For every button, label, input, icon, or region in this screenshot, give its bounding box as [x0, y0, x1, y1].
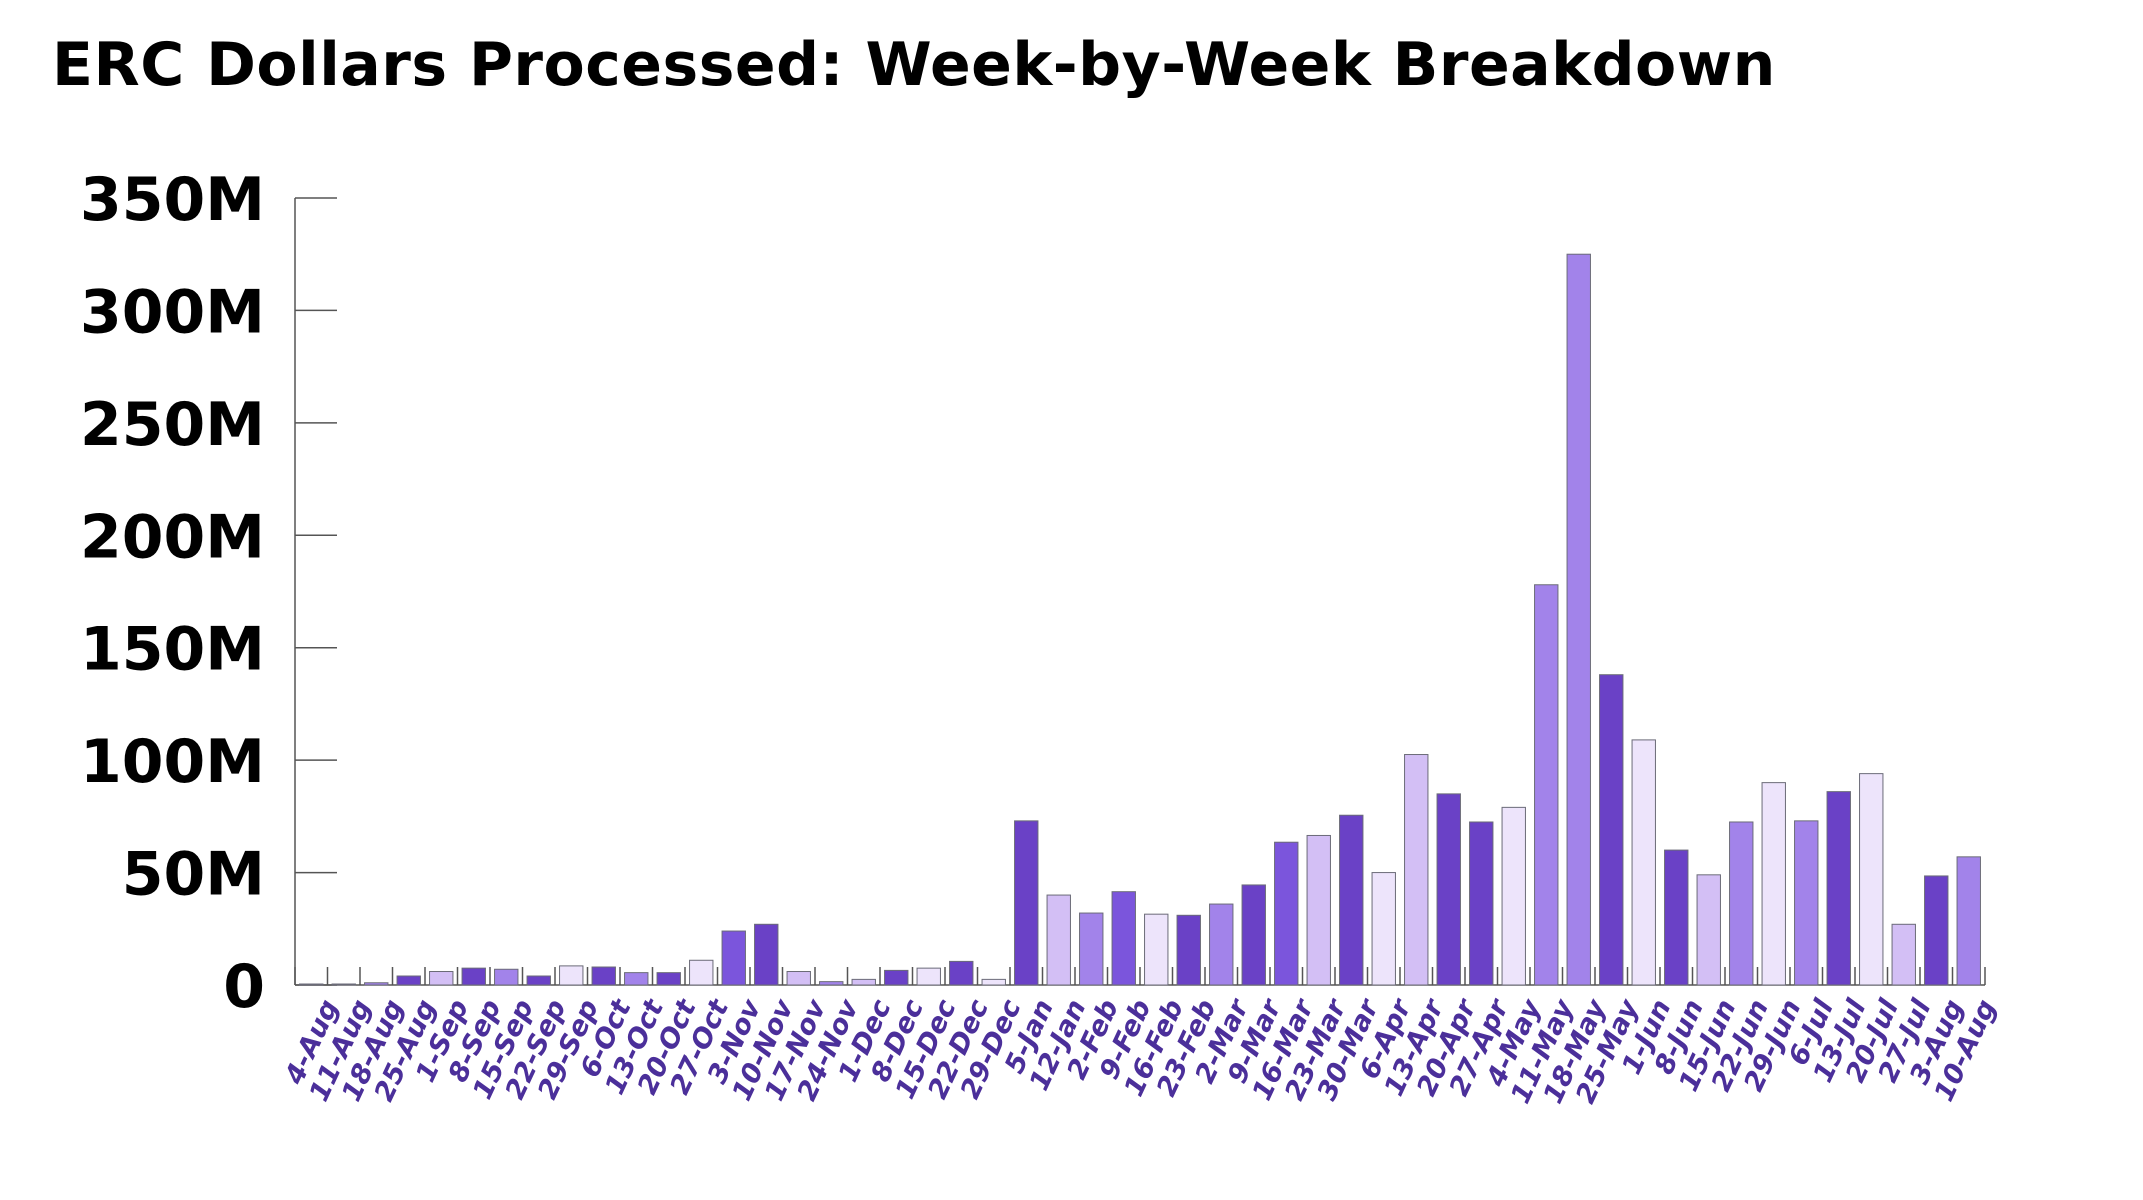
bar-10-Aug	[1956, 856, 1981, 986]
bar-27-Apr	[1469, 821, 1494, 986]
bar-18-May	[1566, 253, 1591, 986]
bar-9-Feb	[1111, 891, 1136, 986]
bar-22-Dec	[949, 960, 974, 986]
bar-29-Dec	[981, 978, 1006, 986]
bar-15-Jun	[1696, 874, 1721, 986]
bar-5-Jan	[1014, 820, 1039, 986]
y-tick-label: 300M	[80, 277, 265, 347]
bar-29-Sep	[559, 965, 584, 986]
bars-group	[299, 253, 1981, 986]
bar-29-Jun	[1761, 782, 1786, 986]
y-tick-label: 350M	[80, 165, 265, 235]
bar-13-Oct	[624, 972, 649, 986]
bar-22-Sep	[526, 975, 551, 986]
bar-3-Aug	[1924, 875, 1949, 986]
bar-27-Oct	[689, 959, 714, 986]
x-tick-labels: 4-Aug11-Aug18-Aug25-Aug1-Sep8-Sep15-Sep2…	[279, 993, 2003, 1108]
bar-20-Oct	[656, 972, 681, 986]
bar-20-Apr	[1436, 793, 1461, 986]
chart-title: ERC Dollars Processed: Week-by-Week Brea…	[52, 30, 1776, 100]
bar-6-Oct	[591, 966, 616, 986]
y-tick-label: 100M	[80, 727, 265, 797]
bar-23-Mar	[1306, 834, 1331, 986]
bar-1-Sep	[429, 971, 454, 986]
bar-13-Apr	[1404, 754, 1429, 986]
bar-6-Apr	[1371, 872, 1396, 986]
bar-12-Jan	[1046, 894, 1071, 986]
bar-15-Sep	[494, 968, 519, 986]
y-axis: 0 50M 100M 150M 200M 250M 300M 350M	[80, 165, 337, 1022]
bar-24-Nov	[819, 981, 844, 986]
bar-6-Jul	[1794, 820, 1819, 986]
bar-20-Jul	[1859, 773, 1884, 986]
bar-23-Feb	[1176, 914, 1201, 986]
bar-11-Aug	[331, 983, 356, 986]
bar-22-Jun	[1729, 821, 1754, 986]
bar-17-Nov	[786, 971, 811, 986]
y-tick-label: 0	[223, 952, 265, 1022]
bar-9-Mar	[1241, 884, 1266, 986]
y-tick-label: 50M	[122, 840, 265, 910]
bar-18-Aug	[364, 982, 389, 986]
bar-27-Jul	[1891, 923, 1916, 986]
bar-8-Jun	[1664, 849, 1689, 986]
y-tick-label: 250M	[80, 390, 265, 460]
bar-4-May	[1501, 806, 1526, 986]
y-tick-label: 150M	[80, 615, 265, 685]
bar-30-Mar	[1339, 814, 1364, 986]
bar-8-Dec	[884, 969, 909, 986]
bar-25-May	[1599, 674, 1624, 986]
bar-1-Dec	[851, 978, 876, 986]
bar-16-Mar	[1274, 841, 1299, 986]
bar-3-Nov	[721, 930, 746, 986]
bar-25-Aug	[396, 975, 421, 986]
bar-1-Jun	[1631, 739, 1656, 986]
bar-15-Dec	[916, 967, 941, 986]
y-tick-label: 200M	[80, 502, 265, 572]
bar-8-Sep	[461, 967, 486, 986]
bar-11-May	[1534, 584, 1559, 986]
bar-13-Jul	[1826, 791, 1851, 986]
bar-10-Nov	[754, 923, 779, 986]
bar-16-Feb	[1144, 913, 1169, 986]
bar-4-Aug	[299, 983, 324, 986]
bar-2-Mar	[1209, 903, 1234, 986]
bar-2-Feb	[1079, 912, 1104, 986]
